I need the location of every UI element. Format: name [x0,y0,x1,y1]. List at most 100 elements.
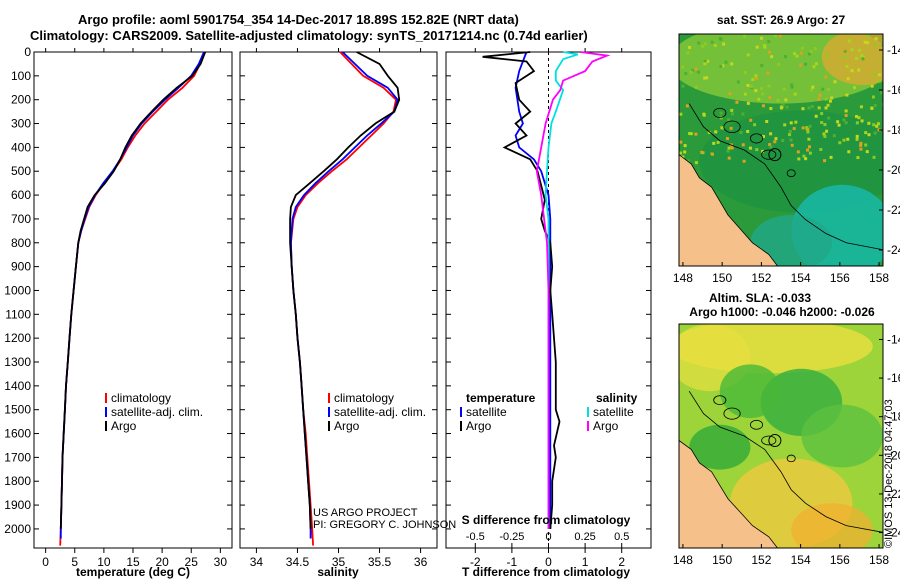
sst-map-pixel [767,84,771,88]
sst-map-pixel [703,76,707,80]
series-sal-argo [289,51,401,529]
sst-map-pixel [721,127,725,131]
sal-xlabel: salinity [317,565,359,579]
sst-map [678,33,884,267]
sst-map-pixel [807,106,811,110]
sst-map-pixel [761,149,765,153]
sst-map-pixel [843,49,847,53]
sst-map-pixel [727,118,731,122]
sst-map-pixel [857,68,861,72]
sal-legend-argo: Argo [334,419,360,433]
sst-map-pixel [729,126,733,130]
y-tick-label: 2000 [4,522,31,536]
sst-map-pixel [871,95,875,99]
sst-map-pixel [718,36,722,40]
sla-map-reef [761,435,777,446]
sst-map-y-tick-label: -18 [887,123,900,137]
series-diff-t-satellite [514,51,552,529]
sst-map-pixel [866,41,870,45]
sst-map-y-tick-label: -22 [887,203,900,217]
sst-map-pixel [850,48,854,52]
x-tick-label-diff: 0 [545,555,552,569]
sst-map-field [679,34,883,266]
sst-map-pixel [866,34,870,38]
sst-map-pixel [842,55,846,59]
y-tick-label: 500 [11,164,31,178]
sla-map-patch [801,404,883,468]
x-tick-label-sal: 36 [414,555,428,569]
sst-map-pixel [879,91,883,95]
sst-map-pixel [767,40,771,44]
temp-legend-climatology: climatology [111,391,171,405]
sst-map-pixel [689,132,693,136]
sst-map-pixel [789,138,793,142]
sst-map-pixel [697,41,701,45]
sst-map-pixel [855,115,859,119]
sst-map-pixel [754,74,758,78]
diff-xlabel: T difference from climatology [462,565,630,579]
sst-map-pixel [688,132,692,136]
x-tick-label-sal: 35 [332,555,346,569]
series-temp-satellite-adj-clim- [59,51,205,539]
sst-map-patch [821,34,883,86]
x-tick-label-sal: 34 [250,555,264,569]
sst-map-pixel [826,103,830,107]
sst-map-pixel [859,147,863,151]
sst-map-pixel [793,52,797,56]
sla-map-reef [723,407,741,420]
y-tick-label: 300 [11,117,31,131]
sst-map-pixel [799,63,803,67]
x-tick-label-temp: 5 [71,555,78,569]
series-diff-s-argo [535,51,611,529]
sst-map-frame [678,33,884,267]
sst-map-pixel [774,137,778,141]
sst-map-pixel [864,143,868,147]
sst-map-pixel [751,77,755,81]
sst-map-y-tick-label: -20 [887,163,900,177]
sst-map-pixel [767,50,771,54]
sst-map-reef [786,169,796,178]
y-tick-label: 1300 [4,355,31,369]
sst-map-pixel [736,80,740,84]
sst-map-pixel [735,100,739,104]
diff-legend-temp-argo: Argo [466,419,492,433]
sst-map-pixel [753,123,757,127]
sst-map-pixel [865,150,869,154]
sla-map-x-tick-label: 152 [751,553,771,567]
sla-map-land [679,439,779,548]
title-line-1: Argo profile: aoml 5901754_354 14-Dec-20… [78,12,519,27]
sst-map-pixel [724,60,728,64]
panel-frame-sal [239,51,438,549]
sst-map-pixel [855,134,859,138]
sst-map-pixel [848,39,852,43]
sla-map-y-tick-label: -20 [887,448,900,462]
sst-map-pixel [761,135,765,139]
y-tick-label: 400 [11,140,31,154]
sst-map-pixel [807,137,811,141]
sst-map-pixel [802,154,806,158]
sst-map-pixel [722,42,726,46]
sst-map-pixel [873,103,877,107]
sst-map-pixel [754,76,758,80]
sst-map-pixel [801,107,805,111]
x-tick-label-diff: 1 [582,555,589,569]
sst-map-pixel [806,148,810,152]
sst-map-pixel [828,99,832,103]
sla-map-reef [786,454,796,463]
sst-map-pixel [808,124,812,128]
x-tick-label-temp: 15 [126,555,140,569]
sst-map-pixel [850,69,854,73]
sst-map-pixel [779,106,783,110]
y-tick-label: 1500 [4,403,31,417]
sst-map-pixel [685,104,689,108]
sst-map-pixel [822,132,826,136]
sst-map-pixel [795,54,799,58]
sst-map-pixel [852,86,856,90]
sst-map-pixel [728,92,732,96]
sst-map-pixel [694,161,698,165]
sst-map-pixel [873,73,877,77]
title-line-2: Climatology: CARS2009. Satellite-adjuste… [30,28,588,43]
sst-map-pixel [743,92,747,96]
sst-map-pixel [707,131,711,135]
